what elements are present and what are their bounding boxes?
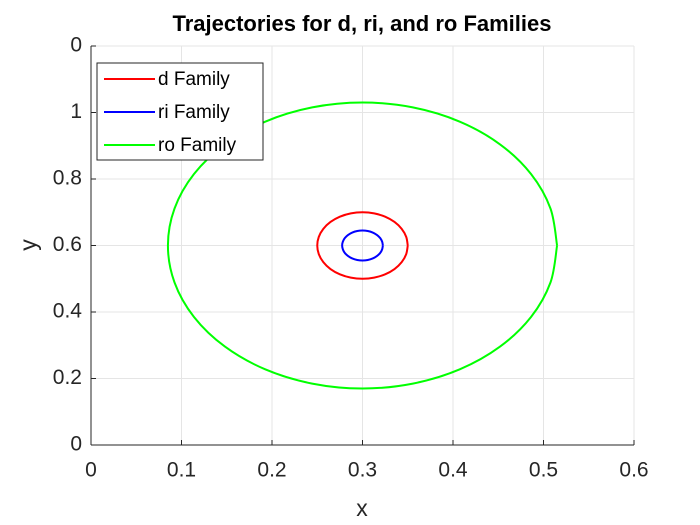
x-tick-label: 0 — [85, 459, 97, 482]
y-tick-label: 0.4 — [53, 300, 83, 323]
y-tick-label: 0.6 — [53, 233, 82, 256]
y-tick-label: 0 — [70, 433, 82, 456]
x-tick-label: 0.3 — [348, 459, 377, 482]
x-axis-label: x — [356, 495, 368, 521]
legend-label: ri Family — [158, 102, 230, 123]
legend-label: d Family — [158, 69, 230, 90]
y-tick-label: 0.8 — [53, 167, 82, 190]
x-tick-label: 0.2 — [257, 459, 286, 482]
series-line — [316, 211, 409, 280]
series-line — [166, 101, 559, 390]
chart-title: Trajectories for d, ri, and ro Families — [172, 11, 551, 36]
y-axis-label: y — [15, 239, 41, 251]
x-tick-label: 0.6 — [619, 459, 648, 482]
legend: d Family ri Family ro Family — [96, 62, 264, 161]
plot-area — [166, 101, 559, 390]
series-line — [341, 229, 384, 262]
legend-label: ro Family — [158, 135, 237, 156]
x-tick-label: 0.1 — [167, 459, 196, 482]
x-tick-label: 0.4 — [438, 459, 468, 482]
axes: 0 0.1 0.2 0.3 0.4 0.5 0.6 0 0.2 0.4 0.6 0.8 1 0 — [53, 34, 649, 482]
x-tick-label: 0.5 — [529, 459, 558, 482]
y-tick-label: 0 — [70, 34, 82, 57]
y-tick-label: 0.2 — [53, 366, 82, 389]
y-tick-label: 1 — [70, 100, 82, 123]
